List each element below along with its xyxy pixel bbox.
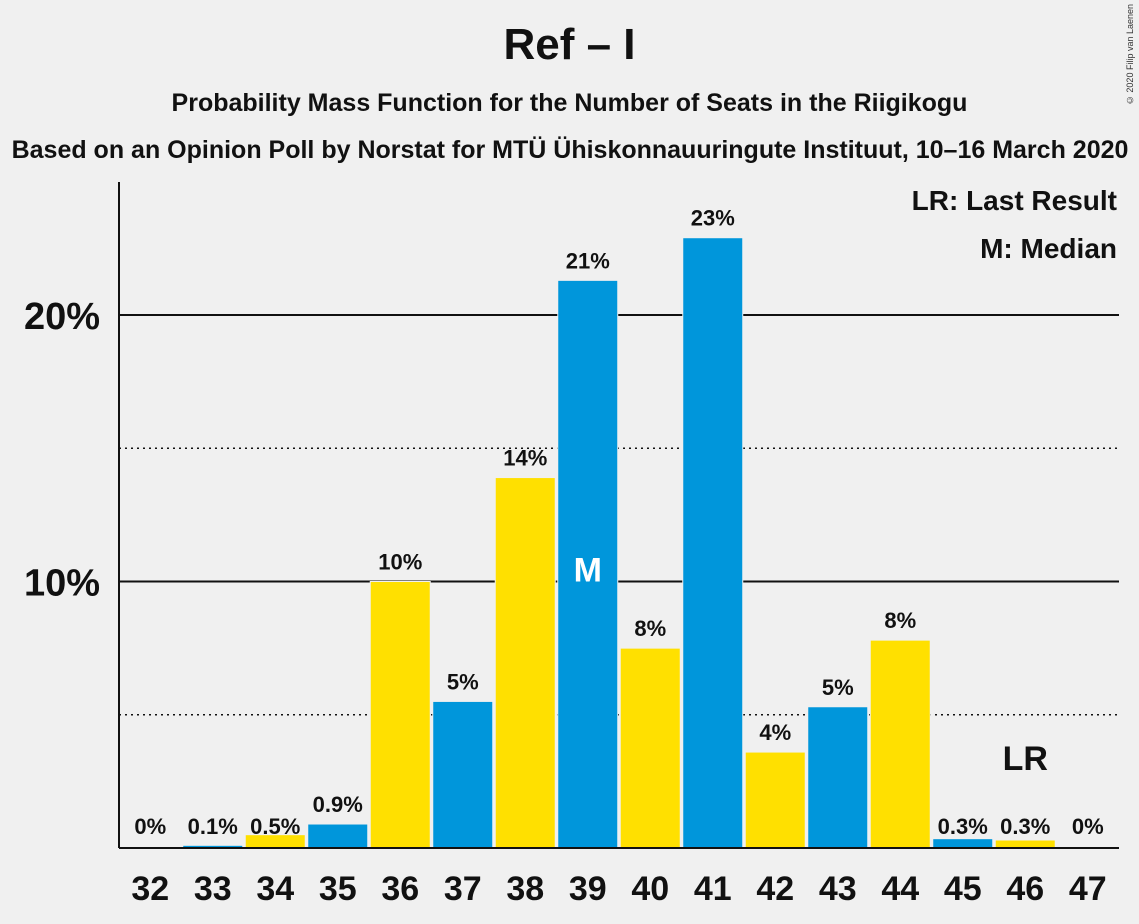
y-tick-label: 10% bbox=[24, 563, 100, 605]
value-label: 14% bbox=[503, 446, 547, 471]
bar-seat-37 bbox=[432, 700, 494, 849]
x-tick-label: 46 bbox=[1006, 870, 1044, 908]
value-label: 0.1% bbox=[188, 814, 238, 839]
x-tick-label: 40 bbox=[631, 870, 669, 908]
bar-seat-38 bbox=[494, 477, 556, 849]
x-tick-label: 38 bbox=[506, 870, 544, 908]
bar-seat-39 bbox=[557, 279, 619, 849]
value-label: 21% bbox=[566, 248, 610, 273]
legend-entry: M: Median bbox=[980, 233, 1117, 264]
x-tick-label: 43 bbox=[819, 870, 857, 908]
x-tick-label: 34 bbox=[256, 870, 294, 908]
bar-seat-45 bbox=[932, 838, 994, 849]
value-label: 0.3% bbox=[938, 814, 988, 839]
value-label: 5% bbox=[822, 675, 854, 700]
x-tick-label: 39 bbox=[569, 870, 607, 908]
x-tick-label: 32 bbox=[131, 870, 169, 908]
value-label: 5% bbox=[447, 669, 479, 694]
x-tick-label: 47 bbox=[1069, 870, 1107, 908]
value-label: 0.9% bbox=[313, 792, 363, 817]
x-tick-label: 37 bbox=[444, 870, 482, 908]
bar-seat-42 bbox=[744, 751, 806, 849]
chart-title: Ref – I bbox=[503, 20, 636, 69]
bar-seat-44 bbox=[869, 639, 931, 849]
value-label: 8% bbox=[634, 616, 666, 641]
y-tick-label: 20% bbox=[24, 296, 100, 338]
chart-subtitle-source: Based on an Opinion Poll by Norstat for … bbox=[11, 136, 1129, 164]
bar-seat-36 bbox=[369, 581, 431, 849]
bar-seat-35 bbox=[307, 823, 369, 849]
last-result-marker: LR bbox=[1003, 740, 1048, 778]
bar-seat-41 bbox=[682, 237, 744, 849]
x-tick-label: 33 bbox=[194, 870, 232, 908]
bar-seat-46 bbox=[994, 839, 1056, 849]
value-label: 10% bbox=[378, 550, 422, 575]
chart-subtitle: Probability Mass Function for the Number… bbox=[171, 89, 968, 117]
x-tick-label: 36 bbox=[381, 870, 419, 908]
value-label: 0.3% bbox=[1000, 814, 1050, 839]
value-label: 8% bbox=[884, 608, 916, 633]
x-tick-label: 41 bbox=[694, 870, 732, 908]
median-marker: M bbox=[574, 552, 602, 590]
x-tick-label: 44 bbox=[881, 870, 919, 908]
value-label: 0.5% bbox=[250, 814, 300, 839]
x-tick-label: 35 bbox=[319, 870, 357, 908]
value-label: 0% bbox=[1072, 814, 1104, 839]
bar-seat-43 bbox=[807, 706, 869, 849]
value-label: 4% bbox=[759, 720, 791, 745]
legend-entry: LR: Last Result bbox=[912, 185, 1117, 216]
value-label: 0% bbox=[134, 814, 166, 839]
x-tick-label: 45 bbox=[944, 870, 982, 908]
value-label: 23% bbox=[691, 206, 735, 231]
x-tick-label: 42 bbox=[756, 870, 794, 908]
bar-seat-40 bbox=[619, 647, 681, 849]
